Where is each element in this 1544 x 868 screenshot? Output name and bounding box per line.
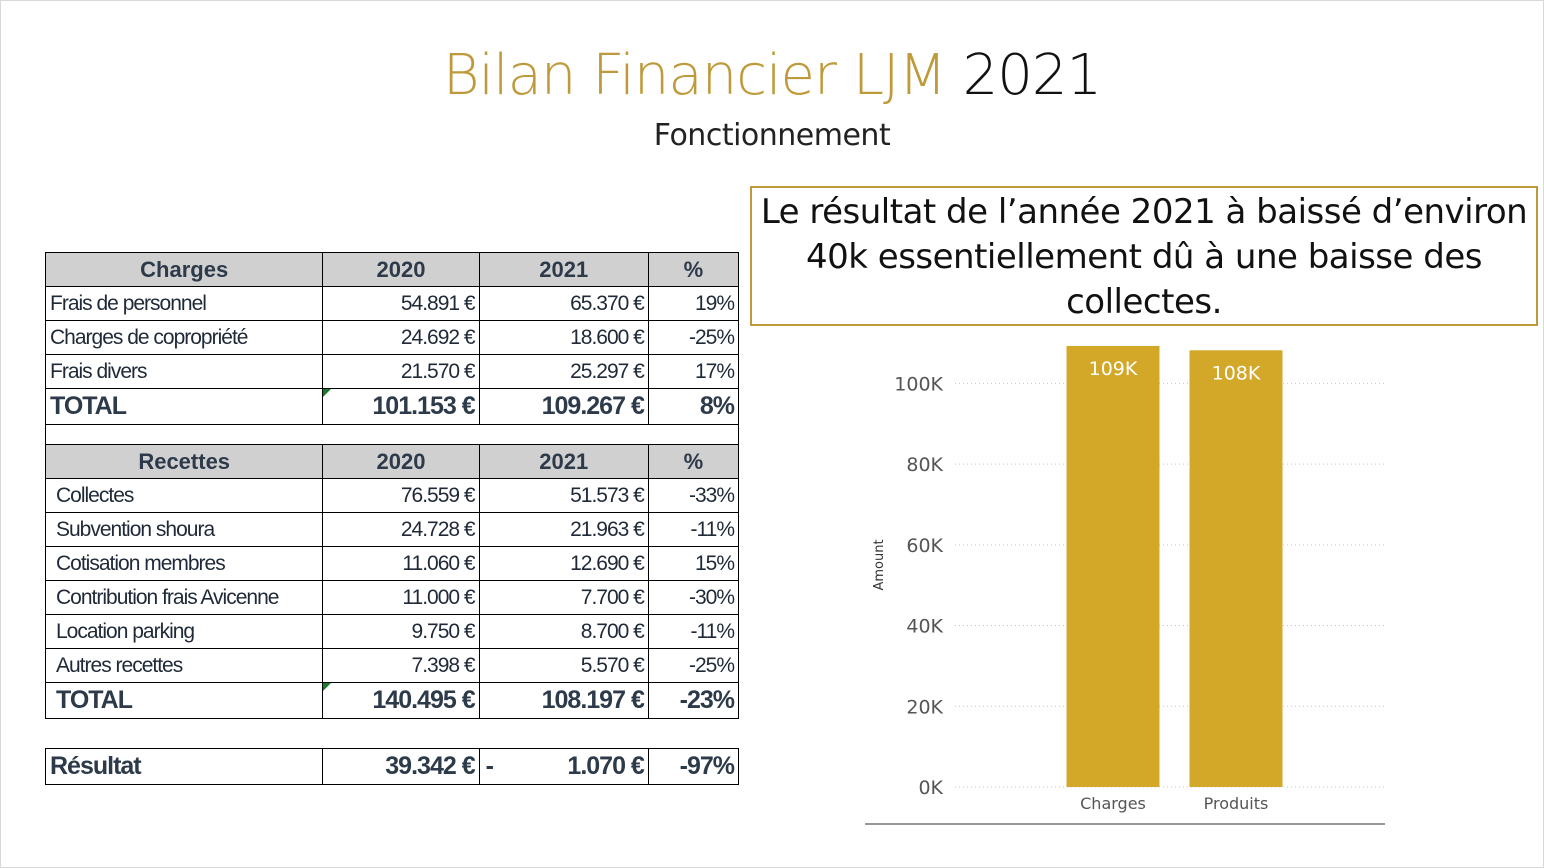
value-2020: 7.398 € [322, 648, 480, 683]
total-pct: 8% [647, 388, 740, 425]
resultat-2021: 1.070 € [567, 752, 644, 780]
value-pct: 15% [647, 546, 740, 581]
row-label: Autres recettes [44, 648, 324, 683]
value-2021: 7.700 € [478, 580, 649, 615]
resultat-pct: -97% [647, 748, 740, 785]
y-tick-label: 20K [906, 696, 943, 718]
value-pct: -30% [647, 580, 740, 615]
header-cell: Recettes [44, 444, 324, 479]
spacer-cell [45, 424, 739, 445]
bar-charges [1066, 345, 1160, 787]
total-2021: 108.197 € [478, 682, 649, 719]
table-spacer [45, 424, 739, 445]
value-pct: -11% [647, 512, 740, 547]
bar-chart: 0K 20K 40K 60K 80K 100K Amount 109K Charges 108K P… [865, 345, 1385, 825]
value-2021: 18.600 € [478, 320, 649, 355]
value-2020: 11.000 € [322, 580, 480, 615]
page-subtitle: Fonctionnement [653, 118, 891, 153]
data-label: 109K [1089, 358, 1138, 380]
header-cell: 2020 [322, 444, 480, 479]
table-row: Frais divers 21.570 € 25.297 € 17% [44, 354, 740, 389]
resultat-row: Résultat 39.342 € - 1.070 € -97% [44, 748, 740, 785]
total-2020: 140.495 € [322, 682, 480, 719]
y-tick-label: 0K [918, 777, 943, 799]
total-label: TOTAL [44, 388, 324, 425]
total-2020: 101.153 € [322, 388, 480, 425]
value-pct: -25% [647, 648, 740, 683]
y-tick-label: 100K [894, 373, 943, 395]
value-2021: 25.297 € [478, 354, 649, 389]
row-label: Subvention shoura [44, 512, 324, 547]
resultat-label: Résultat [44, 748, 324, 785]
value-2021: 12.690 € [478, 546, 649, 581]
value-2021: 21.963 € [478, 512, 649, 547]
row-label: Cotisation membres [44, 546, 324, 581]
total-2021: 109.267 € [478, 388, 649, 425]
value-2021: 65.370 € [478, 286, 649, 321]
value-pct: 19% [647, 286, 740, 321]
total-pct: -23% [647, 682, 740, 719]
x-tick-label: Produits [1204, 794, 1269, 813]
value-pct: -33% [647, 478, 740, 513]
table-row: Cotisation membres 11.060 € 12.690 € 15% [44, 546, 740, 581]
resultat-2020: 39.342 € [322, 748, 480, 785]
callout-text: Le résultat de l’année 2021 à baissé d’e… [760, 192, 1528, 322]
row-label: Charges de copropriété [44, 320, 324, 355]
summary-callout: Le résultat de l’année 2021 à baissé d’e… [750, 186, 1538, 326]
row-label: Frais de personnel [44, 286, 324, 321]
page-title: Bilan Financier LJM 2021 [0, 40, 1544, 112]
value-2020: 11.060 € [322, 546, 480, 581]
y-tick-label: 80K [906, 454, 943, 476]
row-label: Contribution frais Avicenne [44, 580, 324, 615]
recettes-total-row: TOTAL 140.495 € 108.197 € -23% [44, 682, 740, 719]
resultat-2021-cell: - 1.070 € [478, 748, 649, 785]
value-2021: 8.700 € [478, 614, 649, 649]
x-tick-label: Charges [1080, 794, 1146, 813]
row-label: Collectes [44, 478, 324, 513]
data-label: 108K [1212, 362, 1261, 384]
y-tick-label: 40K [906, 616, 943, 638]
table-row: Frais de personnel 54.891 € 65.370 € 19% [44, 286, 740, 321]
table-row: Autres recettes 7.398 € 5.570 € -25% [44, 648, 740, 683]
row-label: Frais divers [44, 354, 324, 389]
header-cell: % [647, 444, 740, 479]
value-2020: 24.692 € [322, 320, 480, 355]
charges-total-row: TOTAL 101.153 € 109.267 € 8% [44, 388, 740, 425]
resultat-sign: - [485, 752, 494, 780]
title-main: Bilan Financier LJM [442, 43, 947, 108]
table-row: Subvention shoura 24.728 € 21.963 € -11% [44, 512, 740, 547]
table-row: Location parking 9.750 € 8.700 € -11% [44, 614, 740, 649]
y-axis-label: Amount [872, 539, 887, 590]
value-2020: 76.559 € [322, 478, 480, 513]
value-pct: -25% [647, 320, 740, 355]
table-row: Charges de copropriété 24.692 € 18.600 €… [44, 320, 740, 355]
value-2020: 54.891 € [322, 286, 480, 321]
value-2020: 21.570 € [322, 354, 480, 389]
header-cell: 2020 [322, 252, 480, 287]
table-row: Contribution frais Avicenne 11.000 € 7.7… [44, 580, 740, 615]
recettes-header-row: Recettes 2020 2021 % [44, 444, 740, 479]
total-label: TOTAL [44, 682, 324, 719]
table-row: Collectes 76.559 € 51.573 € -33% [44, 478, 740, 513]
value-2020: 24.728 € [322, 512, 480, 547]
header-cell: % [647, 252, 740, 287]
y-tick-label: 60K [906, 535, 943, 557]
value-pct: 17% [647, 354, 740, 389]
value-pct: -11% [647, 614, 740, 649]
header-cell: Charges [44, 252, 324, 287]
header-cell: 2021 [478, 444, 649, 479]
resultat-table: Résultat 39.342 € - 1.070 € -97% [44, 748, 740, 785]
row-label: Location parking [44, 614, 324, 649]
bar-produits [1189, 350, 1283, 787]
value-2021: 51.573 € [478, 478, 649, 513]
charges-header-row: Charges 2020 2021 % [44, 252, 740, 287]
value-2020: 9.750 € [322, 614, 480, 649]
header-cell: 2021 [478, 252, 649, 287]
value-2021: 5.570 € [478, 648, 649, 683]
title-year: 2021 [962, 43, 1103, 108]
charges-table: Charges 2020 2021 % Frais de personnel 5… [44, 252, 740, 719]
